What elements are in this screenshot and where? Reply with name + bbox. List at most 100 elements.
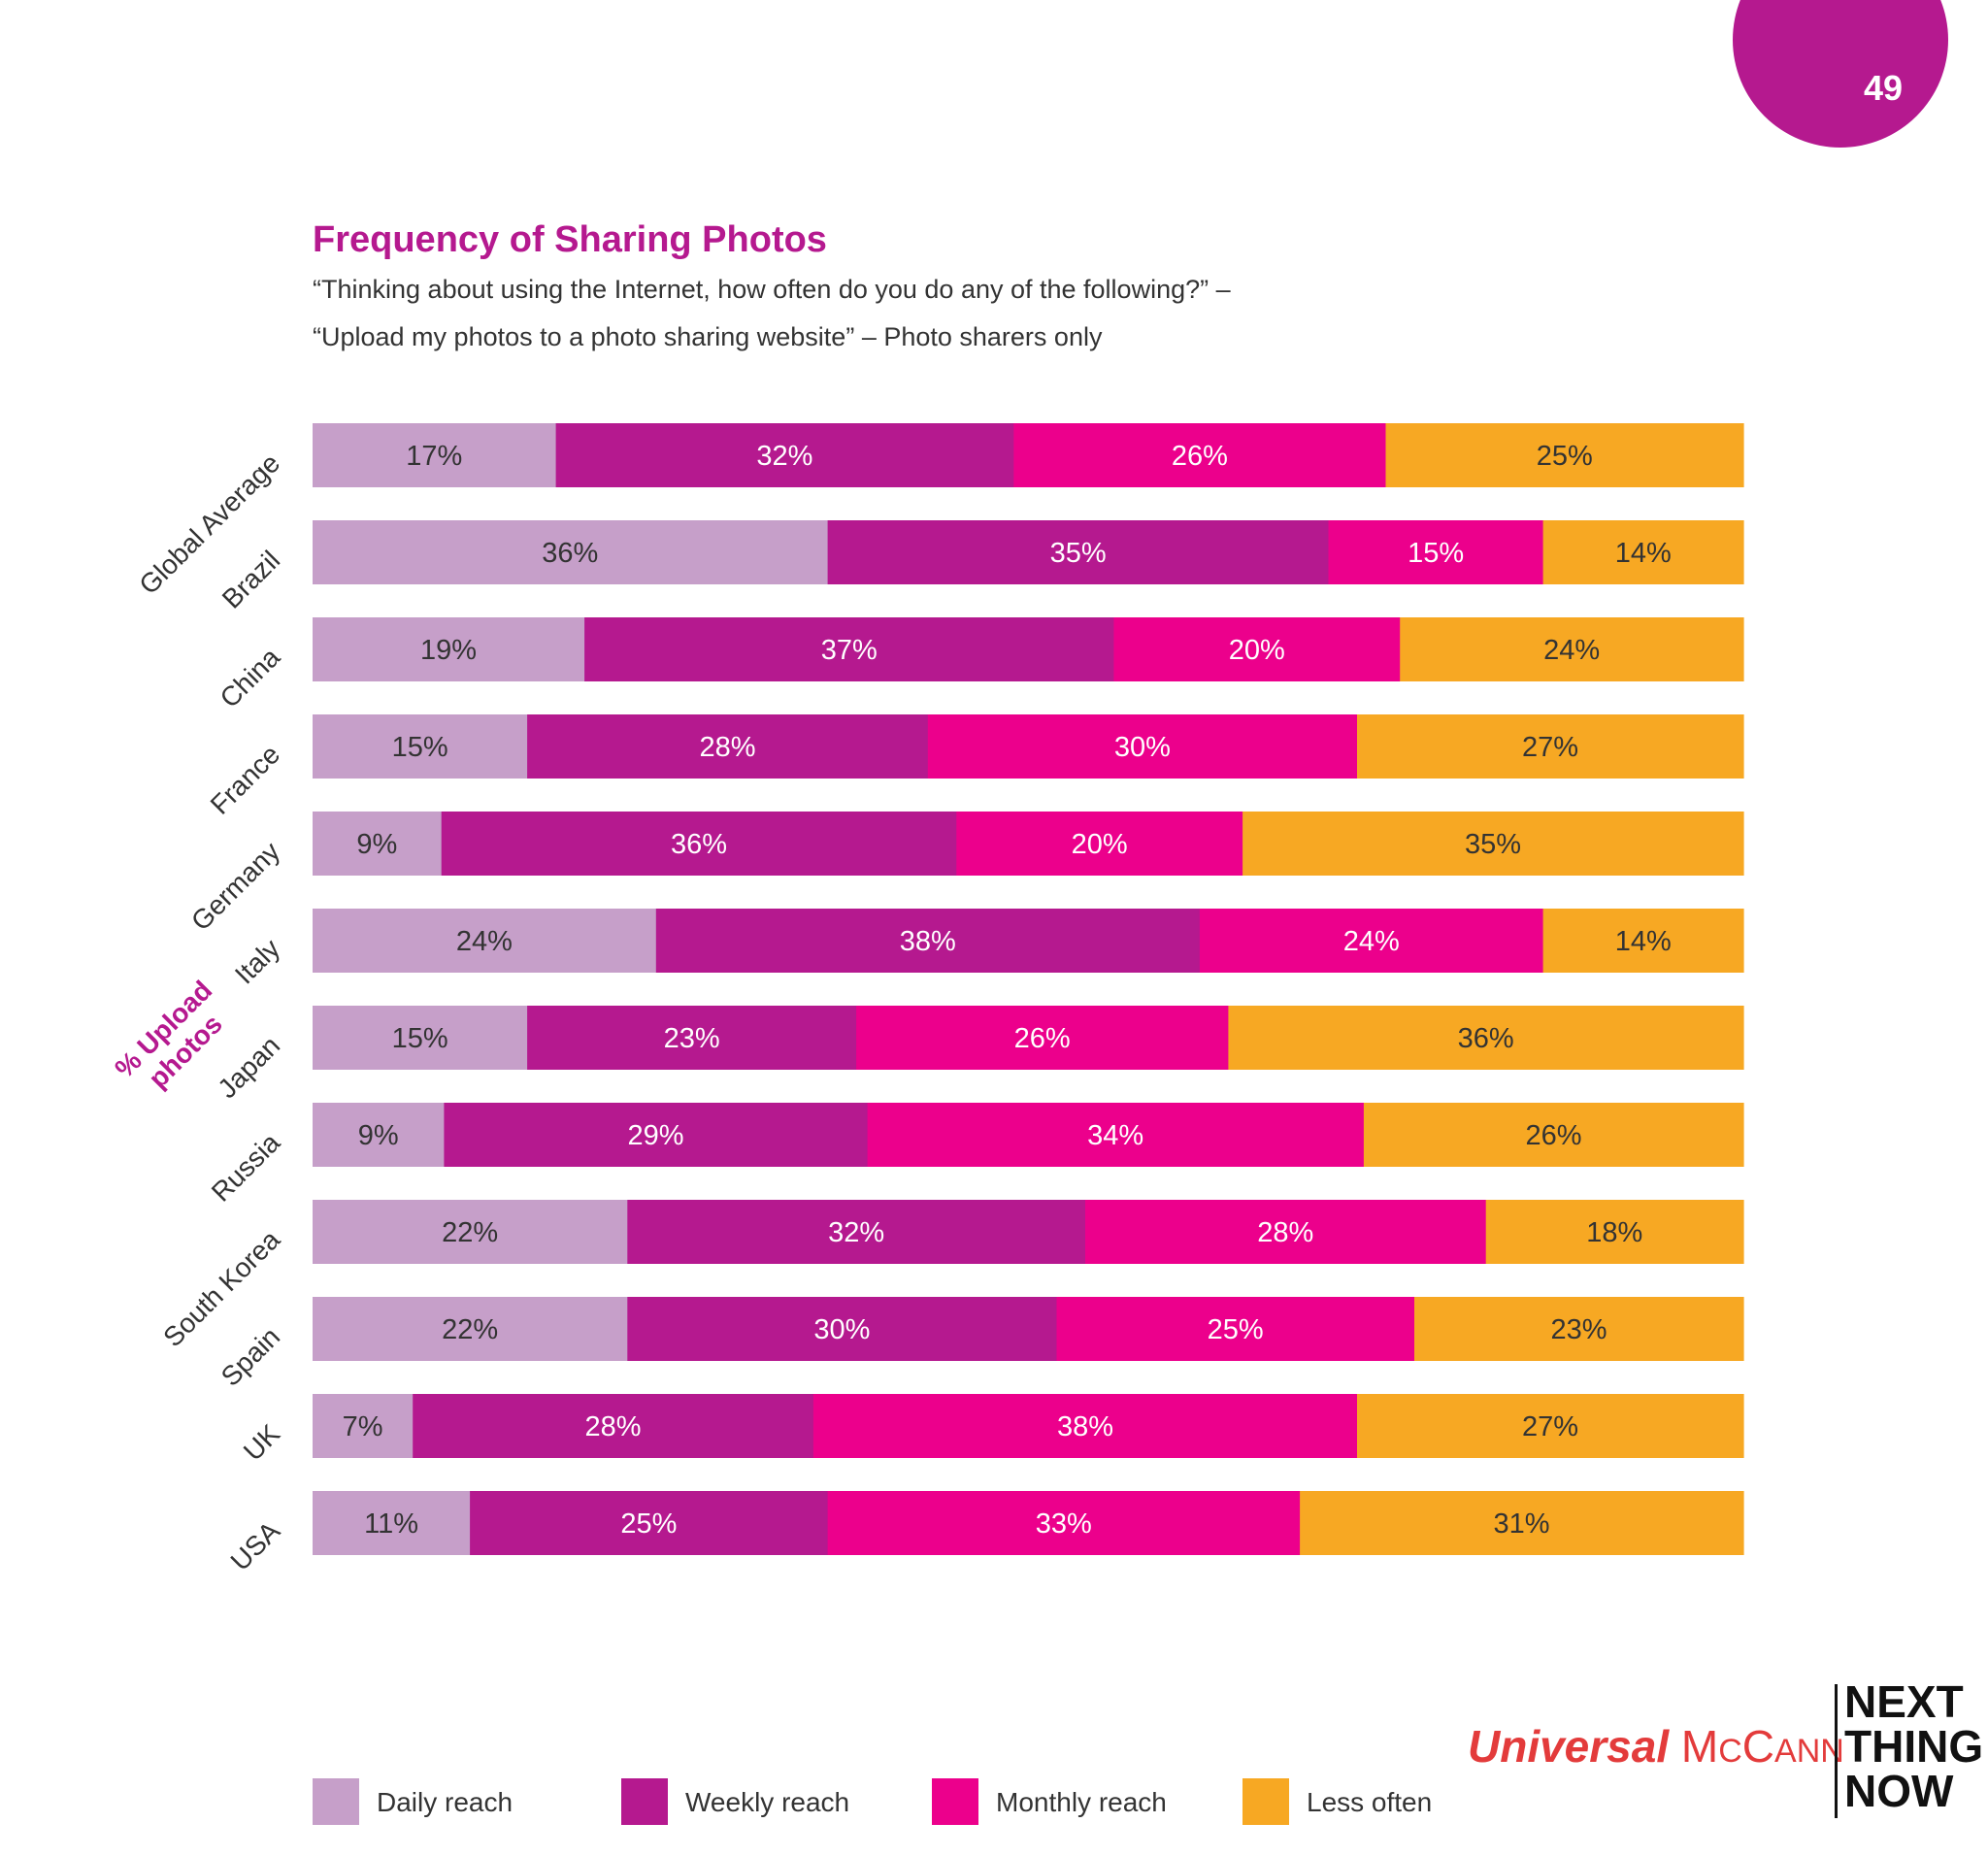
bar-italy-daily-reach [313, 909, 657, 973]
category-label-brazil: Brazil [216, 545, 285, 613]
data-label-spain-monthly-reach: 25% [1208, 1314, 1264, 1345]
data-label-brazil-less-often: 14% [1615, 538, 1672, 569]
data-label-uk-weekly-reach: 28% [584, 1411, 641, 1442]
bar-china-monthly-reach [1113, 617, 1401, 681]
bar-china-weekly-reach [584, 617, 1115, 681]
bar-usa-weekly-reach [470, 1491, 829, 1555]
data-label-russia-less-often: 26% [1525, 1120, 1581, 1151]
category-label-uk: UK [238, 1418, 286, 1467]
data-label-usa-less-often: 31% [1493, 1508, 1549, 1540]
data-label-usa-weekly-reach: 25% [620, 1508, 677, 1540]
logo-universal-word: Universal [1468, 1721, 1670, 1772]
bar-uk-daily-reach [313, 1394, 414, 1458]
bar-spain-less-often [1414, 1297, 1744, 1361]
data-label-spain-less-often: 23% [1550, 1314, 1607, 1345]
bar-russia-daily-reach [313, 1103, 445, 1167]
data-label-global-average-weekly-reach: 32% [756, 441, 812, 472]
data-label-china-monthly-reach: 20% [1229, 635, 1285, 666]
category-label-spain: Spain [215, 1321, 286, 1392]
category-label-russia: Russia [206, 1127, 286, 1208]
data-label-brazil-monthly-reach: 15% [1408, 538, 1464, 569]
bar-uk-monthly-reach [812, 1394, 1358, 1458]
legend-label-daily: Daily reach [377, 1787, 514, 1817]
bar-germany-weekly-reach [441, 812, 957, 876]
chart-title: Frequency of Sharing Photos [313, 219, 827, 260]
data-label-spain-weekly-reach: 30% [813, 1314, 870, 1345]
bar-uk-weekly-reach [413, 1394, 814, 1458]
data-label-japan-weekly-reach: 23% [664, 1023, 720, 1054]
bar-russia-less-often [1363, 1103, 1744, 1167]
chart-subtitle-line-1: “Thinking about using the Internet, how … [313, 275, 1231, 304]
bar-china-less-often [1400, 617, 1744, 681]
page-number: 49 [1863, 68, 1904, 108]
data-label-france-daily-reach: 15% [392, 732, 448, 763]
category-label-china: China [215, 642, 286, 713]
data-label-south-korea-less-often: 18% [1586, 1217, 1642, 1248]
data-label-uk-less-often: 27% [1522, 1411, 1578, 1442]
category-label-italy: Italy [229, 933, 285, 989]
bar-global-average-less-often [1385, 423, 1744, 487]
data-label-japan-less-often: 36% [1458, 1023, 1514, 1054]
logo-next-word: NEXT [1844, 1676, 1964, 1727]
category-label-germany: Germany [185, 836, 285, 936]
data-label-italy-daily-reach: 24% [456, 926, 513, 957]
bar-germany-monthly-reach [956, 812, 1243, 876]
data-label-france-less-often: 27% [1522, 732, 1578, 763]
legend-label-weekly: Weekly reach [685, 1787, 850, 1817]
data-label-russia-daily-reach: 9% [358, 1120, 399, 1151]
data-label-global-average-daily-reach: 17% [406, 441, 462, 472]
data-label-italy-less-often: 14% [1615, 926, 1672, 957]
chart-subtitle-line-2: “Upload my photos to a photo sharing web… [313, 322, 1103, 351]
data-label-global-average-less-often: 25% [1537, 441, 1593, 472]
bar-south-korea-weekly-reach [627, 1200, 1086, 1264]
bar-japan-daily-reach [313, 1006, 528, 1070]
bar-italy-less-often [1542, 909, 1744, 973]
bar-france-daily-reach [313, 714, 528, 779]
data-label-usa-monthly-reach: 33% [1036, 1508, 1092, 1540]
data-label-china-less-often: 24% [1543, 635, 1600, 666]
data-label-south-korea-monthly-reach: 28% [1257, 1217, 1313, 1248]
bar-france-less-often [1357, 714, 1744, 779]
bar-usa-less-often [1300, 1491, 1744, 1555]
data-label-germany-less-often: 35% [1465, 829, 1521, 860]
logo-mccann-word: MCCANN [1680, 1721, 1844, 1772]
data-label-south-korea-daily-reach: 22% [442, 1217, 498, 1248]
legend-label-monthly: Monthly reach [996, 1787, 1167, 1817]
data-label-brazil-weekly-reach: 35% [1050, 538, 1107, 569]
data-label-south-korea-weekly-reach: 32% [828, 1217, 884, 1248]
data-label-spain-daily-reach: 22% [442, 1314, 498, 1345]
bar-germany-daily-reach [313, 812, 443, 876]
bar-global-average-daily-reach [313, 423, 557, 487]
bar-usa-monthly-reach [827, 1491, 1301, 1555]
data-label-japan-monthly-reach: 26% [1014, 1023, 1071, 1054]
data-label-russia-monthly-reach: 34% [1087, 1120, 1143, 1151]
legend-swatch-less-often [1242, 1778, 1289, 1825]
data-label-italy-weekly-reach: 38% [900, 926, 956, 957]
bar-italy-weekly-reach [655, 909, 1201, 973]
data-label-italy-monthly-reach: 24% [1343, 926, 1400, 957]
logo-thing-word: THING [1844, 1721, 1984, 1772]
bar-japan-less-often [1228, 1006, 1744, 1070]
data-label-france-weekly-reach: 28% [699, 732, 755, 763]
legend-swatch-weekly [621, 1778, 668, 1825]
bar-france-weekly-reach [527, 714, 929, 779]
logo-divider [1835, 1684, 1838, 1818]
universal-mccann-logo: Universal MCCANN [1468, 1720, 1844, 1773]
bar-brazil-weekly-reach [827, 520, 1330, 584]
legend-swatch-monthly [932, 1778, 978, 1825]
bar-brazil-less-often [1542, 520, 1744, 584]
bar-south-korea-monthly-reach [1085, 1200, 1487, 1264]
data-label-uk-daily-reach: 7% [343, 1411, 383, 1442]
data-label-germany-daily-reach: 9% [356, 829, 397, 860]
legend-label-less-often: Less often [1307, 1787, 1433, 1817]
data-label-france-monthly-reach: 30% [1114, 732, 1171, 763]
bar-south-korea-less-often [1485, 1200, 1744, 1264]
category-label-france: France [205, 739, 286, 820]
bar-japan-weekly-reach [527, 1006, 857, 1070]
legend-swatch-daily [313, 1778, 359, 1825]
bar-spain-weekly-reach [627, 1297, 1058, 1361]
data-label-uk-monthly-reach: 38% [1057, 1411, 1113, 1442]
category-label-japan: Japan [212, 1030, 285, 1104]
data-label-usa-daily-reach: 11% [364, 1508, 418, 1540]
data-label-brazil-daily-reach: 36% [542, 538, 598, 569]
